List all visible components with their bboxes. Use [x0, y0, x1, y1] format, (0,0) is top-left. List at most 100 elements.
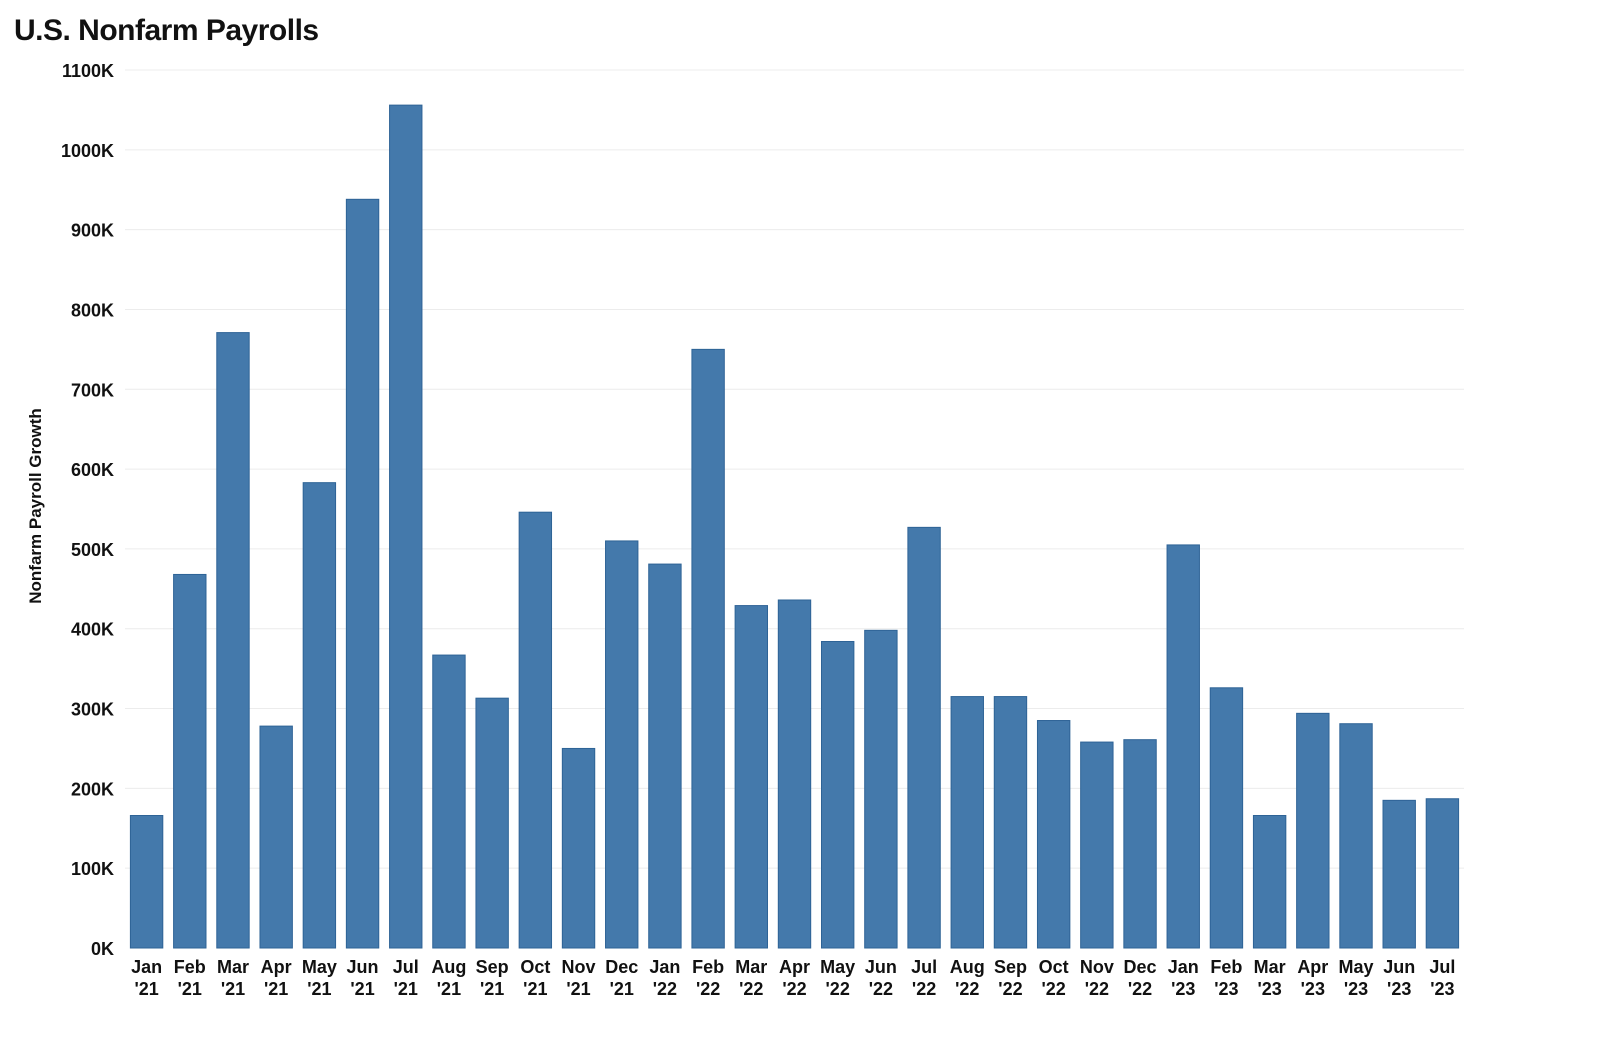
x-tick-label-month: Jul [1429, 957, 1455, 977]
bar [173, 573, 207, 949]
x-tick-label-year: '23 [1214, 979, 1238, 999]
x-tick-label-month: Jan [131, 957, 162, 977]
x-tick-label-year: '22 [1085, 979, 1109, 999]
x-tick-label-year: '23 [1430, 979, 1454, 999]
bar [648, 563, 682, 949]
x-tick-label-month: Aug [950, 957, 985, 977]
x-tick-label-year: '21 [221, 979, 245, 999]
x-tick-label-month: Mar [1254, 957, 1286, 977]
bar [777, 599, 812, 949]
x-tick-label-month: Apr [1297, 957, 1328, 977]
x-tick-label-month: May [820, 957, 855, 977]
x-tick-label-month: Dec [605, 957, 638, 977]
bar [907, 526, 941, 949]
x-tick-label-month: Feb [692, 957, 724, 977]
x-tick-label-month: Apr [779, 957, 810, 977]
bar [993, 696, 1028, 949]
bar [1166, 544, 1200, 949]
y-tick-label: 700K [71, 380, 114, 400]
chart-title: U.S. Nonfarm Payrolls [14, 14, 319, 47]
x-tick-label-month: Sep [994, 957, 1027, 977]
y-axis-ticks: 0K 100K 200K 300K 400K 500K 600K 700K 800K 900K 10… [61, 61, 114, 959]
bar [561, 747, 596, 949]
x-tick-label-month: Jun [865, 957, 897, 977]
x-tick-label-month: Aug [431, 957, 466, 977]
bar [1382, 799, 1416, 949]
bar [302, 482, 337, 949]
x-tick-label-month: Jul [911, 957, 937, 977]
bar [1123, 739, 1157, 949]
x-tick-label-month: Oct [1039, 957, 1069, 977]
x-tick-label-month: May [1339, 957, 1374, 977]
x-tick-label-year: '22 [653, 979, 677, 999]
bars [129, 104, 1460, 949]
x-tick-label-year: '22 [998, 979, 1022, 999]
x-tick-label-month: Apr [261, 957, 292, 977]
bar [734, 605, 769, 949]
x-tick-label-month: Mar [217, 957, 249, 977]
bar [1339, 723, 1373, 949]
y-tick-label: 900K [71, 221, 114, 241]
x-tick-label-year: '21 [394, 979, 418, 999]
x-tick-label-month: Nov [1080, 957, 1114, 977]
bar [432, 654, 466, 949]
y-axis-label: Nonfarm Payroll Growth [26, 408, 45, 604]
y-tick-label: 800K [71, 300, 114, 320]
x-tick-label-month: Jun [347, 957, 379, 977]
x-tick-label-year: '22 [869, 979, 893, 999]
x-tick-label-month: Jan [649, 957, 680, 977]
x-tick-label-month: Sep [476, 957, 509, 977]
x-tick-label-month: Jun [1383, 957, 1415, 977]
bar [1080, 741, 1114, 949]
x-tick-label-year: '22 [739, 979, 763, 999]
x-tick-label-year: '21 [134, 979, 158, 999]
bar [1425, 798, 1460, 949]
bar [605, 540, 639, 949]
x-tick-label-year: '21 [566, 979, 590, 999]
x-tick-label-year: '23 [1257, 979, 1281, 999]
x-tick-label-year: '22 [955, 979, 979, 999]
y-tick-label: 400K [71, 620, 114, 640]
x-tick-label-year: '21 [264, 979, 288, 999]
x-tick-label-year: '21 [307, 979, 331, 999]
bar [389, 104, 423, 949]
x-axis-ticks: Jan'21Feb'21Mar'21Apr'21May'21Jun'21Jul'… [131, 957, 1455, 999]
x-tick-label-year: '23 [1344, 979, 1368, 999]
bar [259, 725, 293, 949]
bar [475, 697, 509, 949]
x-tick-label-month: Nov [562, 957, 596, 977]
bar [820, 640, 855, 949]
x-tick-label-year: '21 [480, 979, 504, 999]
y-tick-label: 0K [91, 939, 114, 959]
x-tick-label-year: '23 [1171, 979, 1195, 999]
bar [345, 198, 380, 949]
y-tick-label: 500K [71, 540, 114, 560]
x-tick-label-year: '22 [912, 979, 936, 999]
bar [1036, 720, 1071, 949]
bar [691, 348, 725, 949]
x-tick-label-year: '21 [437, 979, 461, 999]
x-tick-label-year: '21 [523, 979, 547, 999]
bar [216, 332, 250, 949]
x-tick-label-month: Feb [174, 957, 206, 977]
y-tick-label: 1100K [62, 61, 114, 81]
x-tick-label-month: Oct [520, 957, 550, 977]
x-tick-label-month: Jan [1168, 957, 1199, 977]
y-tick-label: 1000K [61, 141, 114, 161]
x-tick-label-month: Jul [393, 957, 419, 977]
x-tick-label-year: '23 [1301, 979, 1325, 999]
x-tick-label-year: '21 [610, 979, 634, 999]
x-tick-label-month: Dec [1124, 957, 1157, 977]
x-tick-label-year: '21 [178, 979, 202, 999]
bar [950, 696, 984, 949]
x-tick-label-year: '22 [1042, 979, 1066, 999]
x-tick-label-month: Mar [735, 957, 767, 977]
x-tick-label-month: May [302, 957, 337, 977]
y-tick-label: 300K [71, 700, 114, 720]
bar [1209, 687, 1244, 949]
x-tick-label-year: '22 [826, 979, 850, 999]
bar [1296, 712, 1330, 949]
y-tick-label: 600K [71, 460, 114, 480]
x-tick-label-year: '22 [1128, 979, 1152, 999]
